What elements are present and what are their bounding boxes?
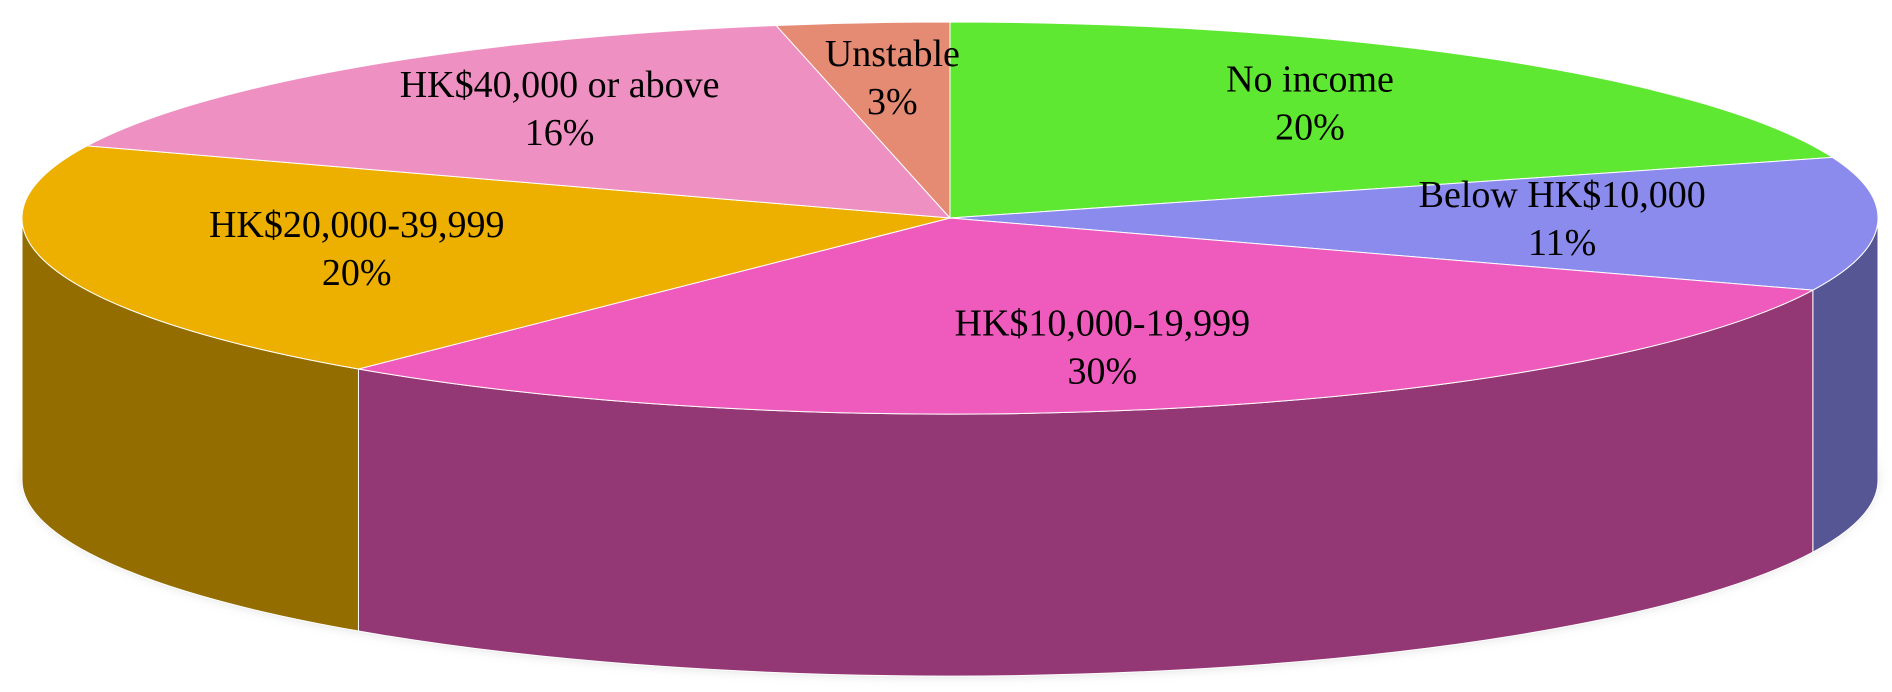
slice-value-label: 30% <box>1067 351 1137 393</box>
slice-value-label: 3% <box>867 81 918 123</box>
slice-value-label: 20% <box>322 252 392 294</box>
slice <box>949 156 1879 291</box>
slice-value-label: 11% <box>1528 222 1596 264</box>
slice <box>21 145 951 370</box>
slice-label: HK$40,000 or above <box>400 64 720 106</box>
slice-value-label: 20% <box>1275 107 1345 149</box>
slice <box>85 24 952 219</box>
slice-label: Unstable <box>825 33 960 75</box>
slice <box>949 21 1835 219</box>
slice <box>775 21 951 220</box>
slice-label: HK$10,000-19,999 <box>955 303 1251 345</box>
slice-value-label: 16% <box>525 112 595 154</box>
slice-label: HK$20,000-39,999 <box>209 204 505 246</box>
slice-label: Below HK$10,000 <box>1419 174 1706 216</box>
slice-label: No income <box>1226 59 1394 101</box>
slice <box>358 217 1815 415</box>
